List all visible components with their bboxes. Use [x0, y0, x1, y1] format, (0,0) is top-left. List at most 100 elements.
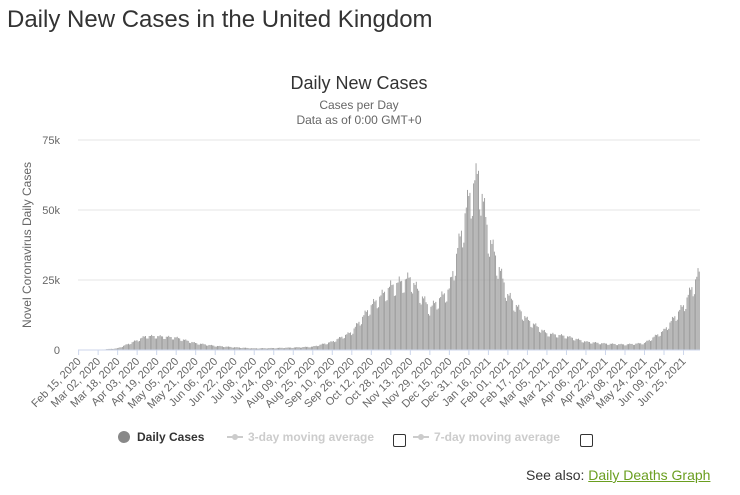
daily-cases-bar — [213, 345, 215, 351]
daily-cases-bar — [319, 344, 321, 350]
7-day-average-checkbox[interactable] — [580, 434, 593, 447]
daily-cases-bar — [303, 347, 305, 350]
daily-cases-bar — [580, 340, 582, 350]
daily-cases-bar — [676, 319, 678, 350]
daily-deaths-graph-link[interactable]: Daily Deaths Graph — [588, 467, 711, 483]
daily-cases-bar — [530, 326, 532, 350]
daily-cases-bar — [529, 320, 531, 350]
legend-item-daily-cases[interactable]: Daily Cases — [118, 430, 204, 444]
daily-cases-bar — [460, 230, 462, 350]
daily-cases-bar — [660, 331, 662, 350]
daily-cases-bar — [654, 334, 656, 350]
daily-cases-bar — [645, 342, 647, 350]
daily-cases-bar — [214, 346, 216, 350]
daily-cases-bar — [330, 341, 332, 350]
daily-cases-bar — [132, 341, 134, 350]
daily-cases-bar — [526, 316, 528, 350]
daily-cases-bar — [238, 347, 240, 350]
daily-cases-bar — [370, 305, 372, 350]
daily-cases-bar — [686, 297, 688, 350]
daily-cases-bar — [325, 344, 327, 350]
daily-cases-bar — [197, 344, 199, 350]
daily-cases-bar — [591, 343, 593, 350]
daily-cases-bar — [407, 272, 409, 350]
daily-cases-bar — [143, 336, 145, 350]
daily-cases-bar — [212, 345, 214, 350]
daily-cases-bar — [112, 348, 114, 350]
daily-cases-bar — [458, 233, 460, 350]
daily-cases-bar — [457, 247, 459, 350]
daily-cases-bar — [687, 294, 689, 350]
y-tick-label: 25k — [42, 275, 60, 287]
daily-cases-bar — [208, 344, 210, 350]
daily-cases-bar — [548, 336, 550, 350]
daily-cases-bar — [613, 343, 615, 350]
daily-cases-bar — [309, 347, 311, 350]
daily-cases-bar — [298, 347, 300, 350]
daily-cases-bar — [285, 347, 287, 350]
daily-cases-bar — [293, 347, 295, 350]
daily-cases-bar — [541, 329, 543, 350]
daily-cases-bar — [499, 270, 501, 350]
daily-cases-bar — [253, 348, 255, 350]
daily-cases-bar — [210, 344, 212, 350]
daily-cases-bar — [304, 346, 306, 350]
daily-cases-bar — [456, 253, 457, 350]
daily-cases-bar — [498, 267, 500, 350]
daily-cases-bar — [180, 340, 182, 350]
daily-cases-bar — [636, 343, 638, 350]
daily-cases-bar — [401, 280, 403, 351]
daily-cases-bar — [435, 301, 437, 351]
daily-cases-bar — [371, 303, 373, 350]
daily-cases-bar — [642, 344, 644, 350]
legend-item-7-day-average[interactable]: 7-day moving average — [413, 430, 560, 444]
daily-cases-bar — [620, 343, 622, 350]
daily-cases-bar — [579, 339, 581, 350]
daily-cases-bar — [201, 343, 203, 351]
daily-cases-bar — [454, 275, 456, 350]
daily-cases-bar — [123, 345, 125, 350]
daily-cases-bar — [164, 339, 166, 350]
daily-cases-bar — [204, 344, 206, 350]
chart-subtitle-data-date: Data as of 0:00 GMT+0 — [296, 113, 421, 127]
daily-cases-bar — [412, 293, 414, 350]
daily-cases-bar — [423, 298, 425, 351]
legend-item-3-day-average[interactable]: 3-day moving average — [227, 430, 374, 444]
daily-cases-bar — [290, 347, 292, 350]
daily-cases-bar — [492, 239, 494, 350]
daily-cases-bar — [552, 332, 554, 350]
daily-cases-bar — [397, 282, 399, 350]
daily-cases-bar — [119, 347, 121, 350]
daily-cases-bar — [398, 276, 400, 350]
daily-cases-bar — [357, 323, 359, 350]
daily-cases-bar — [368, 315, 370, 350]
daily-cases-bar — [251, 348, 253, 350]
daily-cases-bar — [140, 338, 142, 350]
daily-cases-bar — [484, 198, 486, 350]
daily-cases-bar — [481, 193, 483, 350]
daily-cases-bar — [621, 344, 623, 350]
chart-subtitle: Cases per Day — [319, 98, 398, 112]
daily-cases-bar — [614, 343, 616, 350]
daily-cases-bar — [313, 346, 315, 350]
daily-cases-bar — [402, 292, 404, 350]
daily-cases-bar — [652, 337, 654, 350]
daily-cases-bar — [369, 314, 371, 350]
daily-cases-bar — [334, 342, 336, 350]
daily-cases-bar — [453, 280, 455, 350]
daily-cases-bar — [126, 344, 128, 350]
daily-cases-chart: Daily New Cases Cases per Day Data as of… — [20, 73, 700, 411]
daily-cases-bar — [603, 342, 605, 350]
daily-cases-bar — [282, 348, 284, 350]
daily-cases-bar — [185, 339, 187, 350]
daily-cases-bar — [563, 335, 565, 350]
daily-cases-bar — [151, 334, 153, 350]
daily-cases-bar — [685, 309, 687, 350]
daily-cases-bar — [534, 324, 536, 350]
daily-cases-bar — [697, 268, 699, 350]
3-day-average-checkbox[interactable] — [393, 434, 406, 447]
daily-cases-bar — [568, 336, 570, 350]
daily-cases-bar — [565, 338, 567, 350]
daily-cases-bar — [431, 305, 433, 350]
daily-cases-bar — [274, 348, 276, 350]
